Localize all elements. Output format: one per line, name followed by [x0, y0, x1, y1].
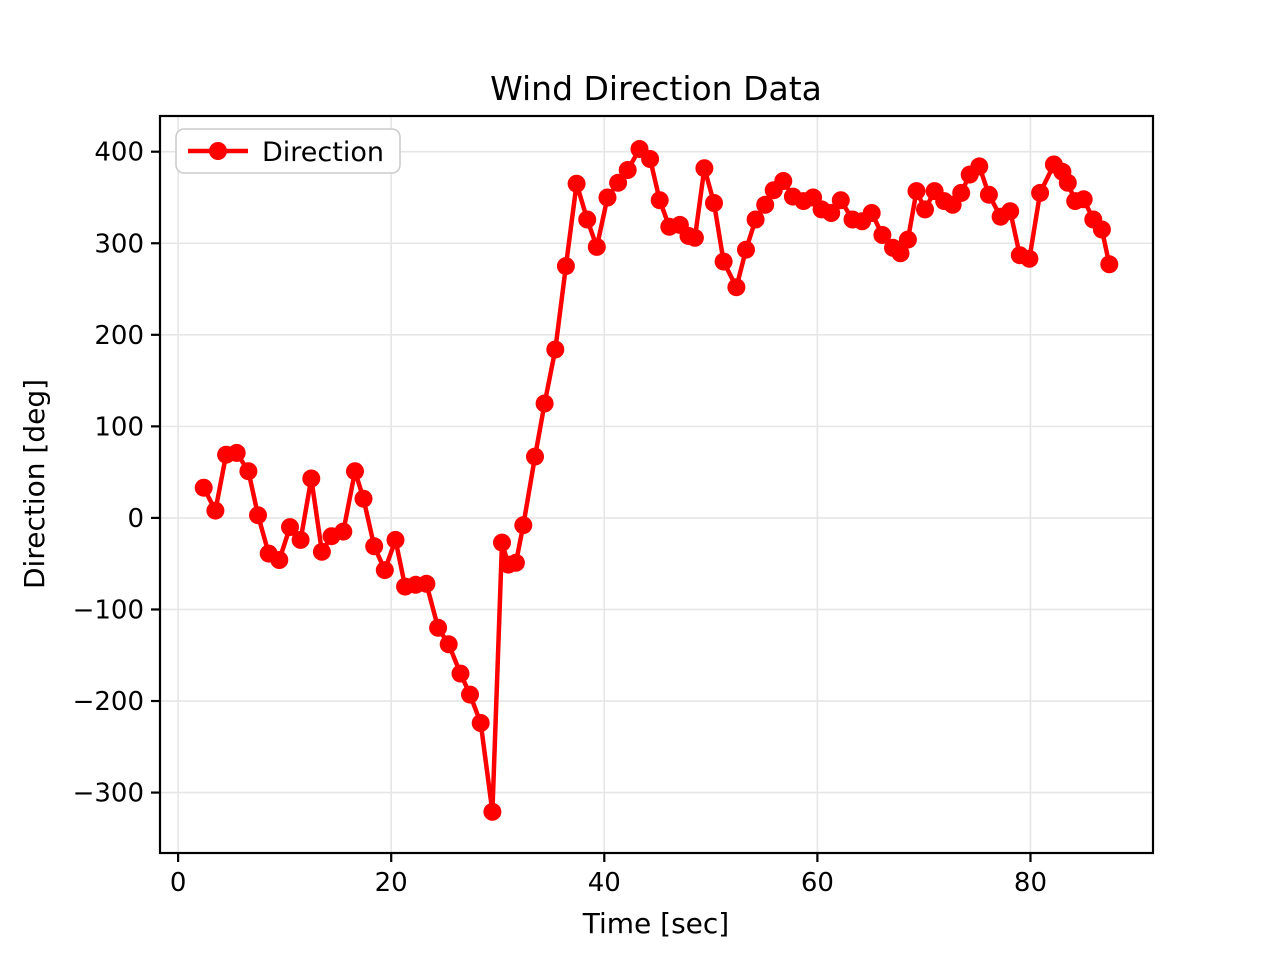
- data-point-marker: [970, 157, 989, 176]
- axes-frame: [158, 114, 1155, 855]
- data-point-marker: [578, 210, 597, 229]
- data-point-marker: [417, 574, 436, 593]
- data-point-marker: [891, 244, 910, 263]
- data-point-marker: [471, 714, 490, 732]
- data-point-marker: [898, 230, 917, 249]
- data-point-marker: [493, 533, 511, 552]
- data-point-marker: [451, 664, 470, 683]
- data-point-marker: [1092, 220, 1111, 239]
- data-point-marker: [194, 478, 213, 497]
- y-tick-label: 400: [94, 138, 144, 168]
- data-point-marker: [727, 278, 746, 297]
- data-point-marker: [270, 551, 289, 569]
- data-point-marker: [312, 542, 331, 561]
- data-point-marker: [281, 518, 299, 537]
- series-direction: [194, 140, 1119, 821]
- x-tick-label: 40: [588, 868, 621, 898]
- data-point-marker: [206, 501, 225, 520]
- y-tick-label: 0: [127, 504, 144, 534]
- data-point-marker: [239, 462, 258, 481]
- data-point-marker: [506, 553, 525, 572]
- y-tick-label: −200: [73, 687, 144, 717]
- data-point-marker: [546, 340, 565, 359]
- data-point-marker: [641, 150, 660, 168]
- data-point-marker: [346, 462, 364, 481]
- data-point-marker: [535, 394, 554, 413]
- data-point-marker: [979, 185, 998, 204]
- x-tick-label: 0: [170, 868, 187, 898]
- data-point-marker: [746, 210, 765, 229]
- data-point-marker: [386, 530, 405, 549]
- x-tick-label: 60: [801, 868, 834, 898]
- data-point-marker: [354, 489, 373, 508]
- legend-box: [175, 128, 401, 174]
- data-point-marker: [514, 516, 533, 535]
- data-point-marker: [873, 226, 892, 244]
- data-point-marker: [227, 443, 246, 462]
- grid-lines: [160, 116, 1153, 853]
- data-point-marker: [1058, 173, 1077, 192]
- data-point-marker: [365, 537, 384, 556]
- data-point-marker: [685, 228, 704, 247]
- x-axis-label: Time [sec]: [582, 907, 729, 940]
- data-point-marker: [556, 257, 575, 276]
- data-point-marker: [774, 172, 793, 190]
- data-point-marker: [822, 204, 841, 222]
- y-tick-label: −100: [73, 595, 144, 625]
- legend-marker-icon: [209, 142, 227, 160]
- data-point-marker: [916, 200, 934, 219]
- y-tick-label: 100: [94, 412, 144, 442]
- data-point-marker: [650, 191, 669, 210]
- legend-label: Direction: [262, 137, 384, 168]
- data-point-marker: [831, 191, 850, 210]
- data-point-marker: [291, 530, 310, 549]
- data-point-marker: [249, 506, 267, 525]
- y-tick-label: 300: [94, 229, 144, 259]
- data-point-marker: [1074, 190, 1093, 209]
- legend: Direction: [175, 128, 401, 174]
- data-point-marker: [695, 159, 714, 178]
- data-point-marker: [609, 173, 628, 192]
- data-point-marker: [756, 195, 775, 214]
- x-tick-label: 20: [375, 868, 408, 898]
- data-point-marker: [526, 447, 544, 466]
- y-tick-label: 200: [94, 321, 144, 351]
- x-tick-label: 80: [1014, 868, 1047, 898]
- data-point-marker: [334, 522, 353, 541]
- data-point-marker: [714, 252, 733, 271]
- data-point-marker: [598, 188, 617, 207]
- data-point-marker: [567, 174, 586, 193]
- data-point-marker: [862, 204, 881, 222]
- chart-title: Wind Direction Data: [490, 69, 822, 108]
- axis-ticks: 0 20 40 60 80 −300 −200 −100 0 100 200 300 400: [73, 138, 1047, 898]
- data-point-marker: [1001, 202, 1020, 221]
- data-point-marker: [705, 194, 723, 212]
- data-point-marker: [461, 685, 479, 704]
- data-point-marker: [429, 618, 448, 637]
- data-line: [201, 146, 1112, 815]
- data-point-marker: [1031, 183, 1050, 202]
- data-point-marker: [737, 240, 755, 259]
- y-axis-label: Direction [deg]: [18, 379, 51, 589]
- data-point-marker: [907, 182, 926, 201]
- data-point-marker: [618, 161, 637, 179]
- data-point-marker: [1100, 255, 1119, 274]
- data-point-marker: [439, 635, 458, 654]
- data-point-marker: [1020, 249, 1039, 268]
- data-point-marker: [587, 237, 606, 256]
- data-point-marker: [483, 802, 502, 821]
- data-point-marker: [302, 469, 321, 488]
- data-point-marker: [375, 561, 394, 580]
- data-point-marker: [952, 183, 971, 202]
- y-tick-label: −300: [73, 779, 144, 809]
